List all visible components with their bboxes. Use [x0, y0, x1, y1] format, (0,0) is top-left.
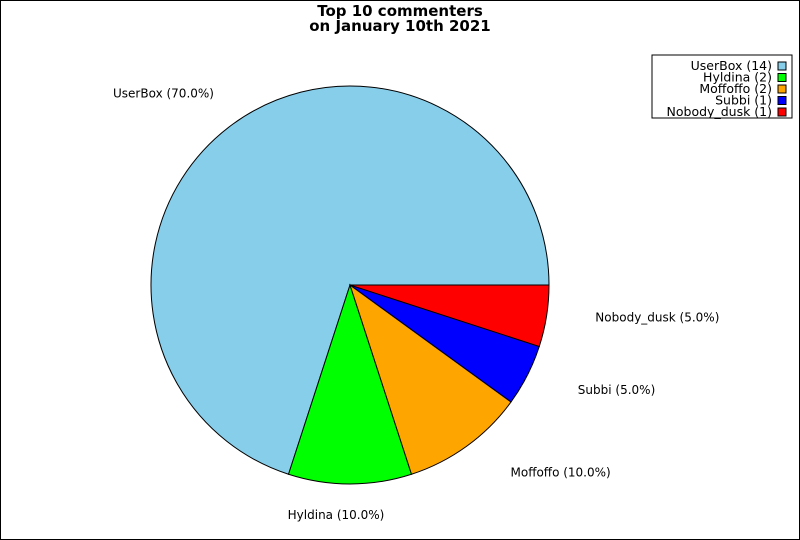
legend-box: [651, 54, 793, 119]
slice-label-moffoffo: Moffoffo (10.0%): [511, 466, 611, 480]
pie-slices: [150, 85, 550, 485]
legend-label-userbox: UserBox (14): [691, 58, 772, 73]
chart-title-line-2: on January 10th 2021: [309, 17, 490, 35]
legend-swatch-userbox: [777, 61, 787, 71]
legend-label-hyldina: Hyldina (2): [703, 70, 772, 85]
legend-swatch-moffoffo: [777, 84, 787, 94]
legend-swatch-subbi: [777, 96, 787, 105]
pie-slice-hyldina: [287, 283, 413, 485]
legend-label-nobody-dusk: Nobody_dusk (1): [667, 104, 772, 119]
legend-swatch-nobody-dusk: [777, 107, 787, 117]
pie-slice-userbox: [150, 85, 550, 475]
legend: UserBox (14)Hyldina (2)Moffoffo (2)Subbi…: [651, 54, 793, 119]
slice-label-hyldina: Hyldina (10.0%): [288, 508, 385, 522]
slice-label-nobody-dusk: Nobody_dusk (5.0%): [595, 311, 719, 325]
slice-label-userbox: UserBox (70.0%): [113, 86, 214, 100]
pie-slice-labels: UserBox (70.0%) Hyldina (10.0%) Moffoffo (…: [113, 86, 719, 522]
legend-label-moffoffo: Moffoffo (2): [699, 81, 772, 96]
legend-label-subbi: Subbi (1): [715, 93, 772, 108]
pie-slice-nobody-dusk: [349, 284, 550, 348]
chart-title-line-1: Top 10 commenters: [317, 2, 483, 20]
pie-slice-moffoffo: [349, 283, 512, 475]
legend-swatch-hyldina: [777, 73, 787, 82]
slice-label-subbi: Subbi (5.0%): [578, 383, 655, 397]
